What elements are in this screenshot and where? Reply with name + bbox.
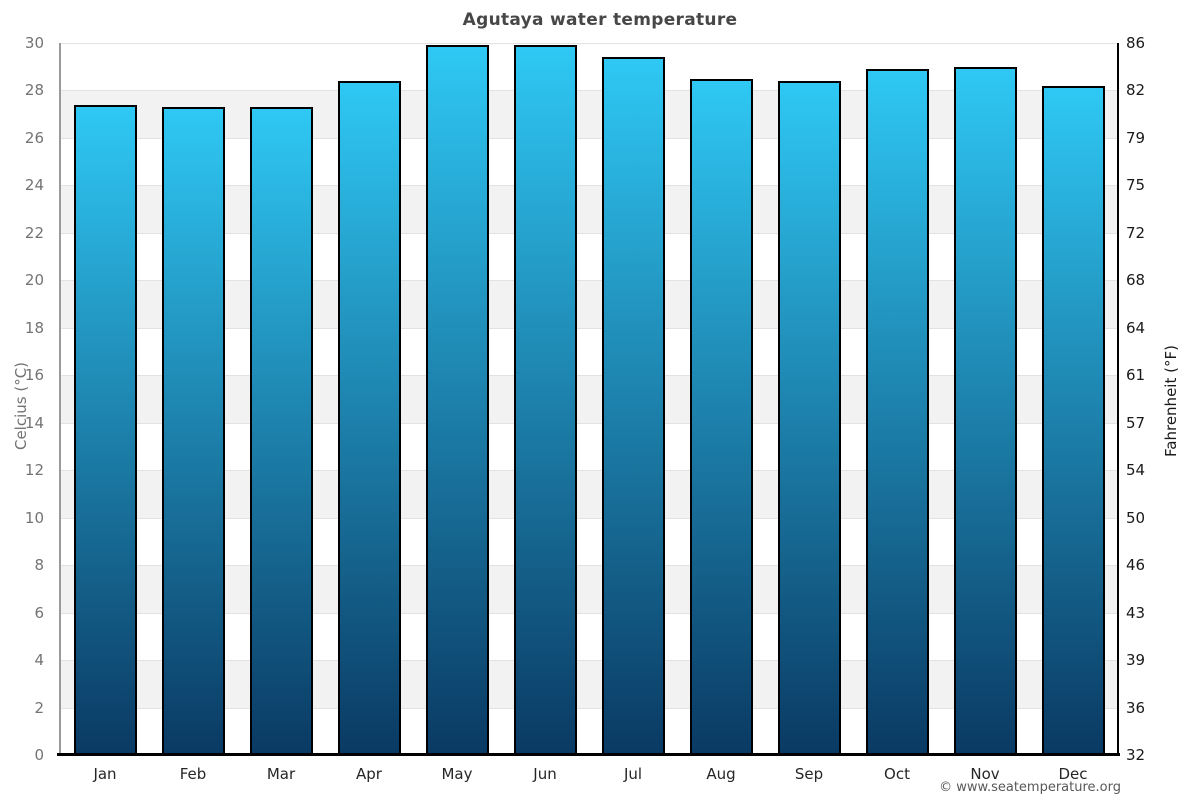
month-label-feb: Feb: [179, 765, 207, 783]
fahrenheit-tick-label: 72: [1126, 223, 1146, 242]
month-label-mar: Mar: [266, 765, 296, 783]
month-label-sep: Sep: [794, 765, 824, 783]
month-label-oct: Oct: [884, 765, 910, 783]
chart-title: Agutaya water temperature: [462, 10, 738, 30]
fahrenheit-tick-labels: 32 36 39 43 46 50 54 57 61 64 68 72 75 79 82 86: [1126, 34, 1186, 764]
celsius-tick-label: 18: [24, 318, 44, 337]
fahrenheit-tick-label: 86: [1126, 34, 1146, 52]
plot-band: [61, 707, 1117, 755]
celsius-tick-labels: 0 2 4 6 8 10 12 14 16 18 20 22 24 26 28 30: [0, 34, 44, 764]
plot-band: [61, 517, 1117, 566]
month-label-aug: Aug: [706, 765, 736, 783]
fahrenheit-tick-label: 75: [1126, 176, 1146, 195]
gridline: [61, 612, 1117, 614]
gridline: [61, 707, 1117, 709]
month-label-nov: Nov: [970, 765, 1000, 783]
x-axis-line: [57, 753, 1120, 756]
fahrenheit-tick-label: 79: [1126, 128, 1146, 147]
gridline: [61, 280, 1117, 282]
gridline: [61, 375, 1117, 377]
celsius-tick-label: 0: [34, 746, 44, 764]
month-label-jul: Jul: [623, 765, 643, 783]
celsius-tick-label: 6: [34, 603, 44, 622]
fahrenheit-axis-title: Fahrenheit (°F): [1162, 345, 1180, 457]
plot-band: [61, 327, 1117, 376]
plot-band: [61, 565, 1117, 613]
celsius-tick-label: 8: [34, 556, 44, 575]
fahrenheit-tick-label: 54: [1126, 461, 1146, 480]
celsius-tick-label: 30: [24, 34, 44, 52]
month-label-may: May: [441, 765, 473, 783]
bar-nov: [953, 66, 1017, 755]
plot-band: [61, 660, 1117, 708]
celsius-tick-label: 16: [24, 366, 44, 385]
fahrenheit-tick-label: 57: [1126, 413, 1146, 432]
gridline: [61, 422, 1117, 424]
gridline: [61, 137, 1117, 139]
plot-band: [61, 137, 1117, 186]
gridline: [61, 565, 1117, 567]
fahrenheit-tick-label: 39: [1126, 651, 1146, 670]
month-labels: Jan Feb Mar Apr May Jun Jul Aug Sep Oct Nov Dec: [61, 763, 1117, 785]
plot-band: [61, 422, 1117, 471]
gridline: [61, 232, 1117, 234]
fahrenheit-tick-label: 43: [1126, 603, 1146, 622]
gridline: [61, 90, 1117, 92]
plot-band: [61, 43, 1117, 91]
celsius-tick-label: 22: [24, 223, 44, 242]
plot-band: [61, 612, 1117, 661]
celsius-axis-title: Celcius (°C): [12, 361, 30, 451]
plot-band: [61, 90, 1117, 138]
gridline: [61, 327, 1117, 329]
bar-oct: [865, 69, 929, 755]
plot-band: [61, 280, 1117, 328]
fahrenheit-tick-label: 46: [1126, 556, 1146, 575]
bar-jun: [513, 45, 577, 755]
fahrenheit-tick-label: 32: [1126, 746, 1146, 764]
fahrenheit-tick-label: 82: [1126, 81, 1146, 100]
celsius-tick-label: 4: [34, 651, 44, 670]
fahrenheit-tick-label: 36: [1126, 698, 1146, 717]
bar-mar: [249, 107, 313, 755]
fahrenheit-tick-label: 68: [1126, 271, 1146, 290]
bar-jan: [73, 104, 137, 755]
gridline: [61, 660, 1117, 662]
celsius-tick-label: 12: [24, 461, 44, 480]
bar-aug: [689, 78, 753, 755]
gridline: [61, 185, 1117, 187]
bar-jul: [601, 57, 665, 755]
plot-area: [59, 43, 1119, 755]
left-axis-spine: [59, 43, 61, 755]
plot-band: [61, 185, 1117, 233]
gridline: [61, 43, 1117, 44]
bar-dec: [1041, 85, 1105, 755]
celsius-tick-label: 14: [24, 413, 44, 432]
plot-band: [61, 232, 1117, 281]
fahrenheit-tick-label: 61: [1126, 366, 1146, 385]
bar-sep: [777, 80, 841, 755]
celsius-tick-label: 28: [24, 81, 44, 100]
month-label-apr: Apr: [356, 765, 382, 783]
month-label-jun: Jun: [533, 765, 557, 783]
copyright-link[interactable]: © www.seatemperature.org: [939, 780, 1121, 795]
bar-may: [425, 45, 489, 755]
bar-feb: [161, 107, 225, 755]
month-label-jan: Jan: [93, 765, 117, 783]
celsius-tick-label: 2: [34, 698, 44, 717]
fahrenheit-tick-label: 50: [1126, 508, 1146, 527]
plot-band: [61, 375, 1117, 423]
fahrenheit-tick-label: 64: [1126, 318, 1146, 337]
celsius-tick-label: 20: [24, 271, 44, 290]
month-label-dec: Dec: [1058, 765, 1088, 783]
right-axis-spine: [1117, 43, 1119, 755]
celsius-tick-label: 24: [24, 176, 44, 195]
celsius-tick-label: 26: [24, 128, 44, 147]
gridline: [61, 470, 1117, 472]
bar-apr: [337, 80, 401, 755]
celsius-tick-label: 10: [24, 508, 44, 527]
plot-band: [61, 470, 1117, 518]
gridline: [61, 517, 1117, 519]
